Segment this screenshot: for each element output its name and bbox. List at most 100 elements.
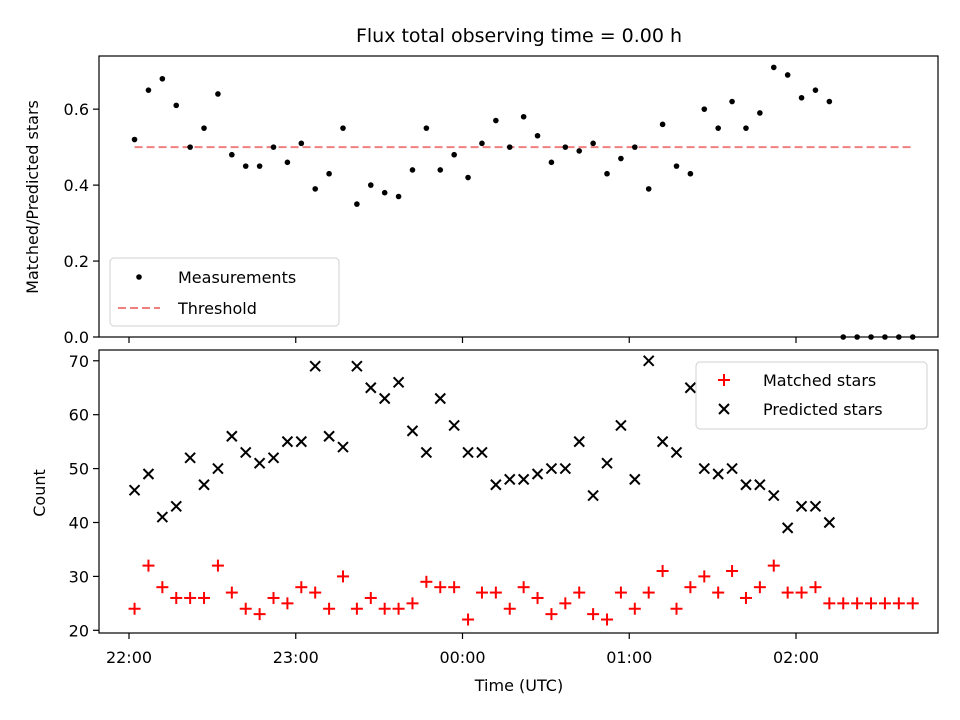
matched-point (559, 597, 572, 610)
matched-point (392, 602, 405, 615)
matched-point (726, 565, 739, 578)
measurement-point (576, 148, 583, 154)
predicted-point (351, 360, 363, 372)
measurement-point (381, 189, 388, 196)
measurement-point (187, 144, 193, 150)
legend-matched-label: Matched stars (763, 371, 876, 390)
top-y-ticks: 0.0 0.2 0.4 0.6 (64, 100, 99, 347)
predicted-point (754, 479, 766, 491)
matched-point (670, 602, 683, 615)
x-tick-label: 02:00 (773, 648, 819, 667)
measurement-point (229, 151, 235, 158)
predicted-point (337, 441, 349, 453)
measurement-point (201, 125, 207, 131)
bottom-legend: Matched stars Predicted stars (695, 361, 928, 430)
top-y-axis-label: Matched/Predicted stars (23, 100, 42, 294)
predicted-point (795, 500, 808, 513)
predicted-point (253, 457, 266, 469)
measurement-point (757, 110, 763, 116)
measurement-point (659, 121, 666, 128)
measurement-point (423, 125, 430, 131)
measurement-point (701, 106, 708, 112)
matched-point (350, 602, 363, 615)
bottom-y-tick-label: 30 (69, 567, 89, 586)
predicted-point (198, 479, 210, 491)
measurement-point (354, 201, 360, 207)
measurement-point (604, 170, 610, 177)
measurement-point (743, 125, 749, 131)
predicted-point (545, 462, 558, 475)
measurement-point (520, 113, 527, 120)
predicted-point (726, 462, 738, 475)
predicted-point (823, 516, 836, 529)
measurement-point (465, 174, 471, 181)
predicted-point (142, 468, 155, 480)
predicted-point (504, 473, 516, 486)
measurement-point (409, 167, 416, 173)
predicted-point (323, 430, 335, 442)
measurement-point (673, 163, 680, 169)
predicted-point (559, 462, 572, 475)
measurement-point (562, 144, 569, 150)
matched-point (364, 591, 377, 604)
measurement-point (340, 125, 346, 131)
matched-point (739, 591, 752, 604)
measurement-point (270, 144, 277, 150)
measurement-point (298, 140, 305, 147)
measurement-point (173, 102, 180, 109)
predicted-point (156, 511, 169, 523)
matched-point (767, 559, 780, 572)
bottom-y-tick-label: 70 (69, 352, 89, 371)
measurement-point (506, 144, 513, 150)
matched-point (156, 581, 169, 594)
legend-matched-plus-icon (718, 374, 730, 386)
matched-point (587, 608, 600, 621)
predicted-point (684, 382, 697, 394)
matched-point (781, 586, 794, 599)
predicted-point (170, 500, 182, 513)
bottom-y-tick-label: 50 (69, 460, 89, 479)
predicted-point (768, 489, 780, 502)
matched-point (517, 581, 530, 594)
top-legend-box (109, 257, 340, 327)
legend-measurements-dot-icon (136, 274, 142, 280)
matched-point (795, 586, 808, 599)
matched-point (448, 581, 461, 594)
predicted-point (295, 435, 308, 448)
measurement-point (242, 163, 249, 169)
measurement-point (812, 87, 819, 93)
measurement-point (798, 94, 805, 101)
predicted-point (587, 489, 599, 502)
predicted-point (128, 484, 141, 496)
predicted-point (629, 473, 641, 486)
predicted-point (212, 462, 224, 475)
predicted-point (420, 446, 433, 459)
predicted-point (240, 446, 252, 459)
measurement-point (451, 151, 457, 158)
matched-point (253, 608, 266, 621)
matched-point (503, 602, 516, 615)
measurement-point (437, 167, 444, 173)
top-axes-frame (98, 55, 939, 338)
top-y-tick-label: 0.6 (64, 100, 89, 119)
legend-predicted-label: Predicted stars (763, 400, 883, 419)
predicted-point (267, 452, 280, 464)
measurement-point (326, 170, 332, 177)
matched-point (531, 591, 544, 604)
matched-point (601, 613, 614, 626)
predicted-point (184, 452, 196, 464)
predicted-point (615, 419, 627, 432)
predicted-point (573, 435, 585, 448)
predicted-point (809, 500, 822, 513)
predicted-point (670, 446, 683, 459)
measurement-point (618, 155, 624, 162)
matched-point (239, 602, 252, 615)
measurement-point (590, 140, 596, 147)
predicted-point (601, 457, 613, 469)
matched-point (851, 597, 864, 610)
matched-point (642, 586, 655, 599)
predicted-point (406, 425, 419, 437)
x-axis-label: Time (UTC) (474, 676, 563, 695)
